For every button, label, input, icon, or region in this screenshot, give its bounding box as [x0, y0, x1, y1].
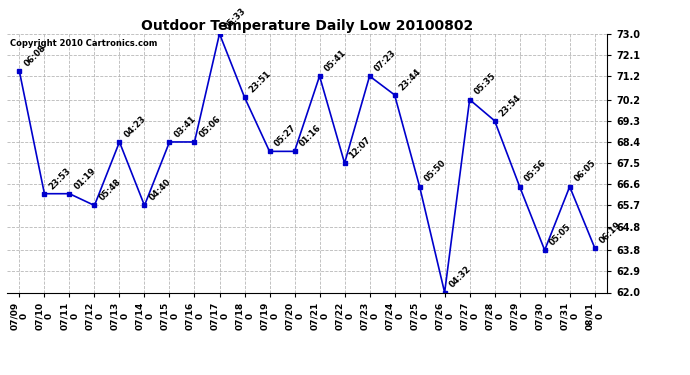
Text: 03:41: 03:41 [172, 114, 197, 139]
Text: 23:51: 23:51 [247, 69, 273, 94]
Text: 06:19: 06:19 [598, 220, 622, 245]
Title: Outdoor Temperature Daily Low 20100802: Outdoor Temperature Daily Low 20100802 [141, 19, 473, 33]
Text: 01:16: 01:16 [297, 123, 323, 148]
Text: 05:48: 05:48 [97, 177, 122, 203]
Text: 05:33: 05:33 [222, 6, 248, 31]
Text: 12:07: 12:07 [347, 135, 373, 160]
Text: 06:08: 06:08 [22, 44, 48, 69]
Text: 05:06: 05:06 [197, 114, 222, 139]
Text: 06:05: 06:05 [573, 159, 598, 184]
Text: 05:50: 05:50 [422, 159, 448, 184]
Text: 05:05: 05:05 [547, 222, 573, 248]
Text: 23:44: 23:44 [397, 67, 423, 92]
Text: 05:56: 05:56 [522, 159, 548, 184]
Text: 04:32: 04:32 [447, 264, 473, 290]
Text: 04:40: 04:40 [147, 177, 172, 203]
Text: 05:35: 05:35 [473, 72, 497, 97]
Text: 05:27: 05:27 [273, 123, 297, 148]
Text: 01:19: 01:19 [72, 166, 97, 191]
Text: 05:41: 05:41 [322, 48, 348, 74]
Text: 23:54: 23:54 [497, 93, 523, 118]
Text: 07:23: 07:23 [373, 48, 397, 74]
Text: 23:53: 23:53 [47, 166, 72, 191]
Text: Copyright 2010 Cartronics.com: Copyright 2010 Cartronics.com [10, 39, 157, 48]
Text: 04:23: 04:23 [122, 114, 148, 139]
